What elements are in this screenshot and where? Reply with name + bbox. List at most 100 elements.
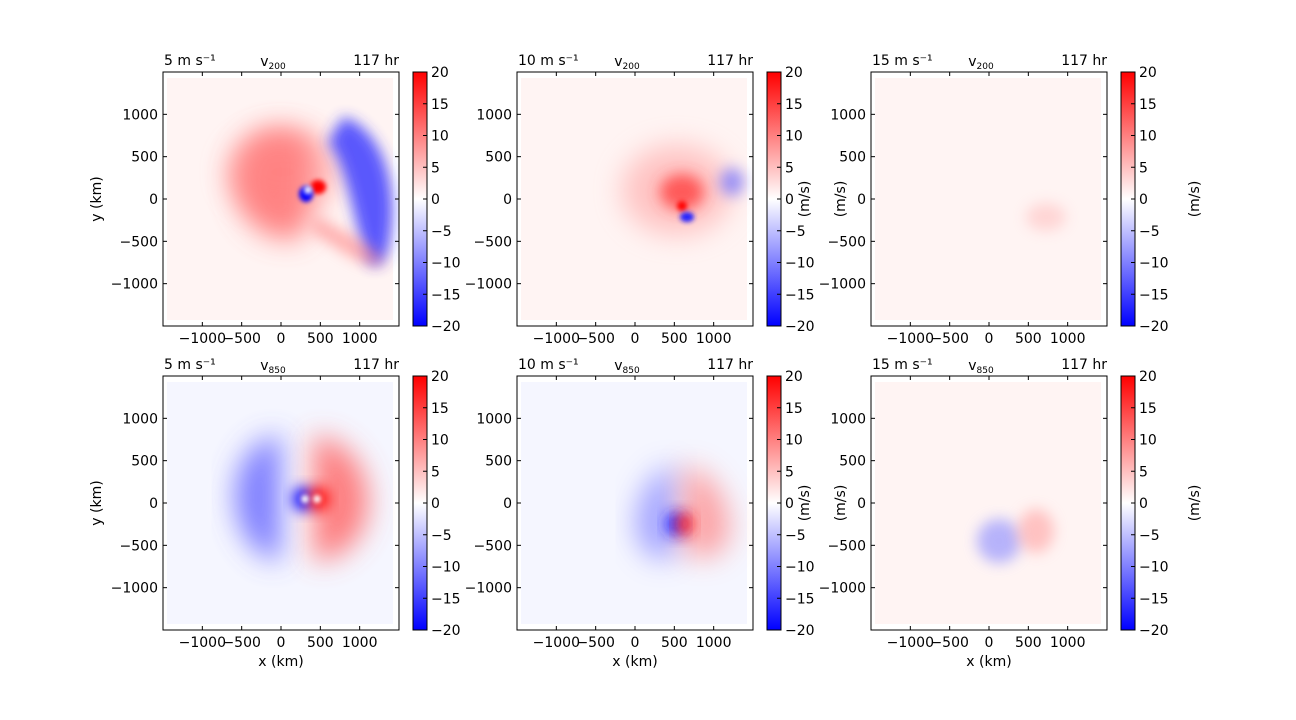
y-tick-label: 500: [131, 150, 158, 166]
x-tick-label: 1000: [1050, 635, 1086, 651]
x-tick-label: 500: [1015, 331, 1042, 347]
x-tick-label: −1000: [179, 635, 226, 651]
field-image: [163, 72, 399, 326]
colorbar-tick-label: 5: [431, 464, 440, 480]
colorbar-tick-label: −5: [785, 224, 806, 240]
y-tick-label: −1000: [819, 581, 866, 597]
title-center: v850: [614, 358, 640, 376]
title-left: 5 m s⁻¹: [164, 53, 216, 69]
colorbar-tick-label: 0: [431, 496, 440, 512]
y-tick-label: 0: [149, 192, 158, 208]
colorbar: 20 15 10 5 0 −5 −10 −15 −20: [412, 369, 461, 639]
title-left: 10 m s⁻¹: [518, 53, 579, 69]
title-right: 117 hr: [1061, 357, 1107, 373]
y-axis-label: y (km): [89, 176, 105, 221]
colorbar: 20 15 10 5 0 −5 −10 −15 −20 (m/s): [1120, 369, 1203, 639]
field-image: [871, 376, 1107, 630]
title-center: v200: [968, 54, 994, 72]
y-tick-label: 500: [485, 150, 512, 166]
x-tick-label: 0: [277, 635, 286, 651]
colorbar-tick-label: 20: [1139, 369, 1157, 385]
y-tick-label: 1000: [476, 107, 512, 123]
colorbar: 20 15 10 5 0 −5 −10 −15 −20 (m/s): [766, 65, 849, 335]
field-image: [517, 72, 753, 326]
colorbar-tick-label: −15: [431, 591, 461, 607]
y-tick-label: −500: [120, 538, 158, 554]
colorbar-tick-label: −5: [1139, 224, 1160, 240]
x-tick-label: 0: [985, 635, 994, 651]
y-axis-label: y (km): [89, 480, 105, 525]
colorbar-tick-label: 10: [431, 129, 449, 145]
x-tick-label: −500: [930, 331, 968, 347]
colorbar-label: (m/s): [1187, 181, 1203, 218]
colorbar-tick-label: 15: [1139, 97, 1157, 113]
colorbar-tick-label: 20: [785, 369, 803, 385]
x-tick-label: 1000: [696, 635, 732, 651]
x-tick-label: −500: [222, 331, 260, 347]
title-center: v850: [260, 358, 286, 376]
y-tick-label: 1000: [830, 411, 866, 427]
colorbar-tick-label: −20: [1139, 623, 1169, 639]
y-tick-label: −500: [828, 538, 866, 554]
x-tick-label: −500: [222, 635, 260, 651]
x-tick-label: 0: [631, 635, 640, 651]
y-tick-label: 0: [503, 192, 512, 208]
y-tick-label: 1000: [476, 411, 512, 427]
colorbar: 20 15 10 5 0 −5 −10 −15 −20: [412, 65, 461, 335]
colorbar-tick-label: 10: [1139, 129, 1157, 145]
colorbar-tick-label: −20: [785, 319, 815, 335]
colorbar-tick-label: −15: [1139, 287, 1169, 303]
x-tick-label: −1000: [533, 331, 580, 347]
x-axis-label: x (km): [612, 654, 657, 670]
title-center: v850: [968, 358, 994, 376]
colorbar-tick-label: 5: [785, 160, 794, 176]
x-tick-label: −500: [576, 331, 614, 347]
x-tick-label: 500: [661, 331, 688, 347]
colorbar-tick-label: −5: [785, 528, 806, 544]
y-tick-label: −500: [474, 234, 512, 250]
colorbar-tick-label: 5: [785, 464, 794, 480]
y-tick-label: 1000: [122, 411, 158, 427]
y-tick-label: 500: [131, 454, 158, 470]
title-center: v200: [614, 54, 640, 72]
colorbar-tick-label: −15: [431, 287, 461, 303]
x-tick-label: 0: [631, 331, 640, 347]
y-axis-label: (m/s): [797, 485, 813, 522]
colorbar-tick-label: 5: [431, 160, 440, 176]
colorbar-tick-label: 15: [1139, 401, 1157, 417]
colorbar-tick-label: −10: [785, 560, 815, 576]
x-tick-label: 500: [1015, 635, 1042, 651]
colorbar-tick-label: 20: [431, 369, 449, 385]
colorbar-tick-label: −5: [1139, 528, 1160, 544]
colorbar-tick-label: 5: [1139, 160, 1148, 176]
y-tick-label: 1000: [122, 107, 158, 123]
title-left: 5 m s⁻¹: [164, 357, 216, 373]
title-right: 117 hr: [353, 357, 399, 373]
colorbar-tick-label: 15: [785, 97, 803, 113]
colorbar-tick-label: 10: [785, 433, 803, 449]
x-axis-label: x (km): [966, 654, 1011, 670]
title-left: 15 m s⁻¹: [872, 53, 933, 69]
colorbar-tick-label: −5: [431, 224, 452, 240]
y-tick-label: −500: [120, 234, 158, 250]
title-right: 117 hr: [1061, 53, 1107, 69]
title-center: v200: [260, 54, 286, 72]
colorbar-tick-label: −20: [431, 319, 461, 335]
colorbar-tick-label: −15: [1139, 591, 1169, 607]
y-tick-label: −1000: [111, 277, 158, 293]
x-tick-label: −500: [930, 635, 968, 651]
colorbar-tick-label: 0: [431, 192, 440, 208]
x-tick-label: 0: [985, 331, 994, 347]
y-tick-label: 500: [839, 150, 866, 166]
x-tick-label: 500: [307, 331, 334, 347]
x-axis-label: x (km): [258, 654, 303, 670]
colorbar-tick-label: −10: [785, 256, 815, 272]
y-tick-label: −500: [828, 234, 866, 250]
title-right: 117 hr: [353, 53, 399, 69]
y-tick-label: 0: [857, 192, 866, 208]
x-tick-label: 1000: [342, 331, 378, 347]
